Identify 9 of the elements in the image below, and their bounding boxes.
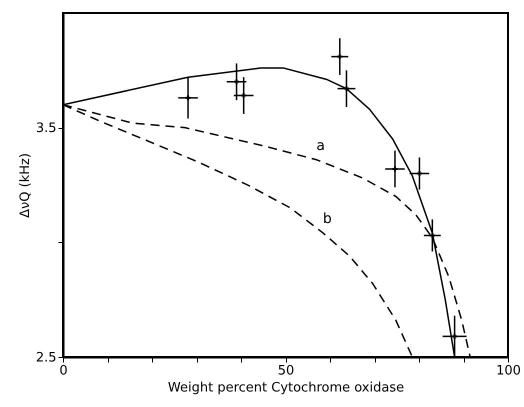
series-label: a — [316, 138, 325, 154]
x-axis-title: Weight percent Cytochrome oxidase — [168, 380, 404, 396]
y-axis-title: ΔνQ (kHz) — [18, 153, 33, 218]
y-tick-label: 2.5 — [36, 350, 56, 366]
y-tick-label: 3.5 — [36, 121, 56, 136]
x-tick-label: 0 — [59, 364, 68, 378]
x-tick-label: 50 — [278, 364, 294, 378]
x-tick-label: 100 — [496, 364, 521, 378]
series-label: b — [322, 211, 332, 228]
